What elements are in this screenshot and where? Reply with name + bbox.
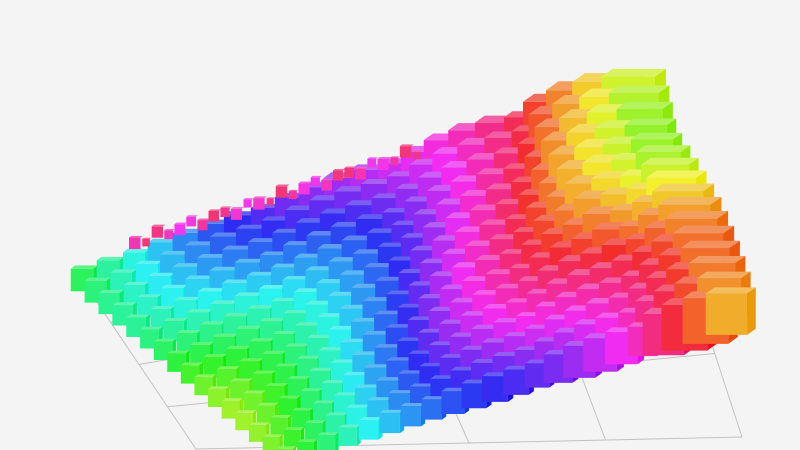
floating-marker xyxy=(275,184,290,198)
voxel-cube xyxy=(262,434,283,450)
floating-marker xyxy=(230,207,245,220)
voxel-cube xyxy=(297,439,318,450)
floating-marker xyxy=(266,197,276,206)
voxel-cube xyxy=(305,420,326,441)
floating-marker xyxy=(355,166,369,180)
floating-marker xyxy=(413,150,423,160)
floating-marker xyxy=(174,222,188,236)
floating-marker xyxy=(186,215,198,227)
voxel-cube xyxy=(400,402,426,427)
floating-marker xyxy=(298,181,312,195)
floating-marker xyxy=(220,206,232,218)
floating-marker xyxy=(243,198,254,208)
floating-marker xyxy=(208,209,222,222)
voxel-cube xyxy=(276,446,297,450)
floating-marker xyxy=(321,178,335,191)
floating-marker xyxy=(344,166,357,178)
floating-marker xyxy=(151,224,166,238)
voxel-cube xyxy=(318,432,339,450)
floating-marker xyxy=(197,218,210,231)
floating-marker xyxy=(332,168,345,181)
floating-marker xyxy=(253,196,267,210)
voxel-cube xyxy=(358,417,383,440)
floating-marker xyxy=(310,175,322,187)
floating-marker xyxy=(164,229,175,240)
floating-marker xyxy=(129,235,143,250)
voxel-cube xyxy=(338,424,361,446)
floating-marker xyxy=(367,157,379,168)
voxel-cube xyxy=(705,287,756,335)
floating-marker xyxy=(399,144,414,158)
voxel-cube xyxy=(379,409,405,434)
floating-marker xyxy=(390,156,400,166)
floating-marker xyxy=(142,237,152,247)
floating-marker xyxy=(377,157,391,171)
floating-marker xyxy=(288,189,299,200)
